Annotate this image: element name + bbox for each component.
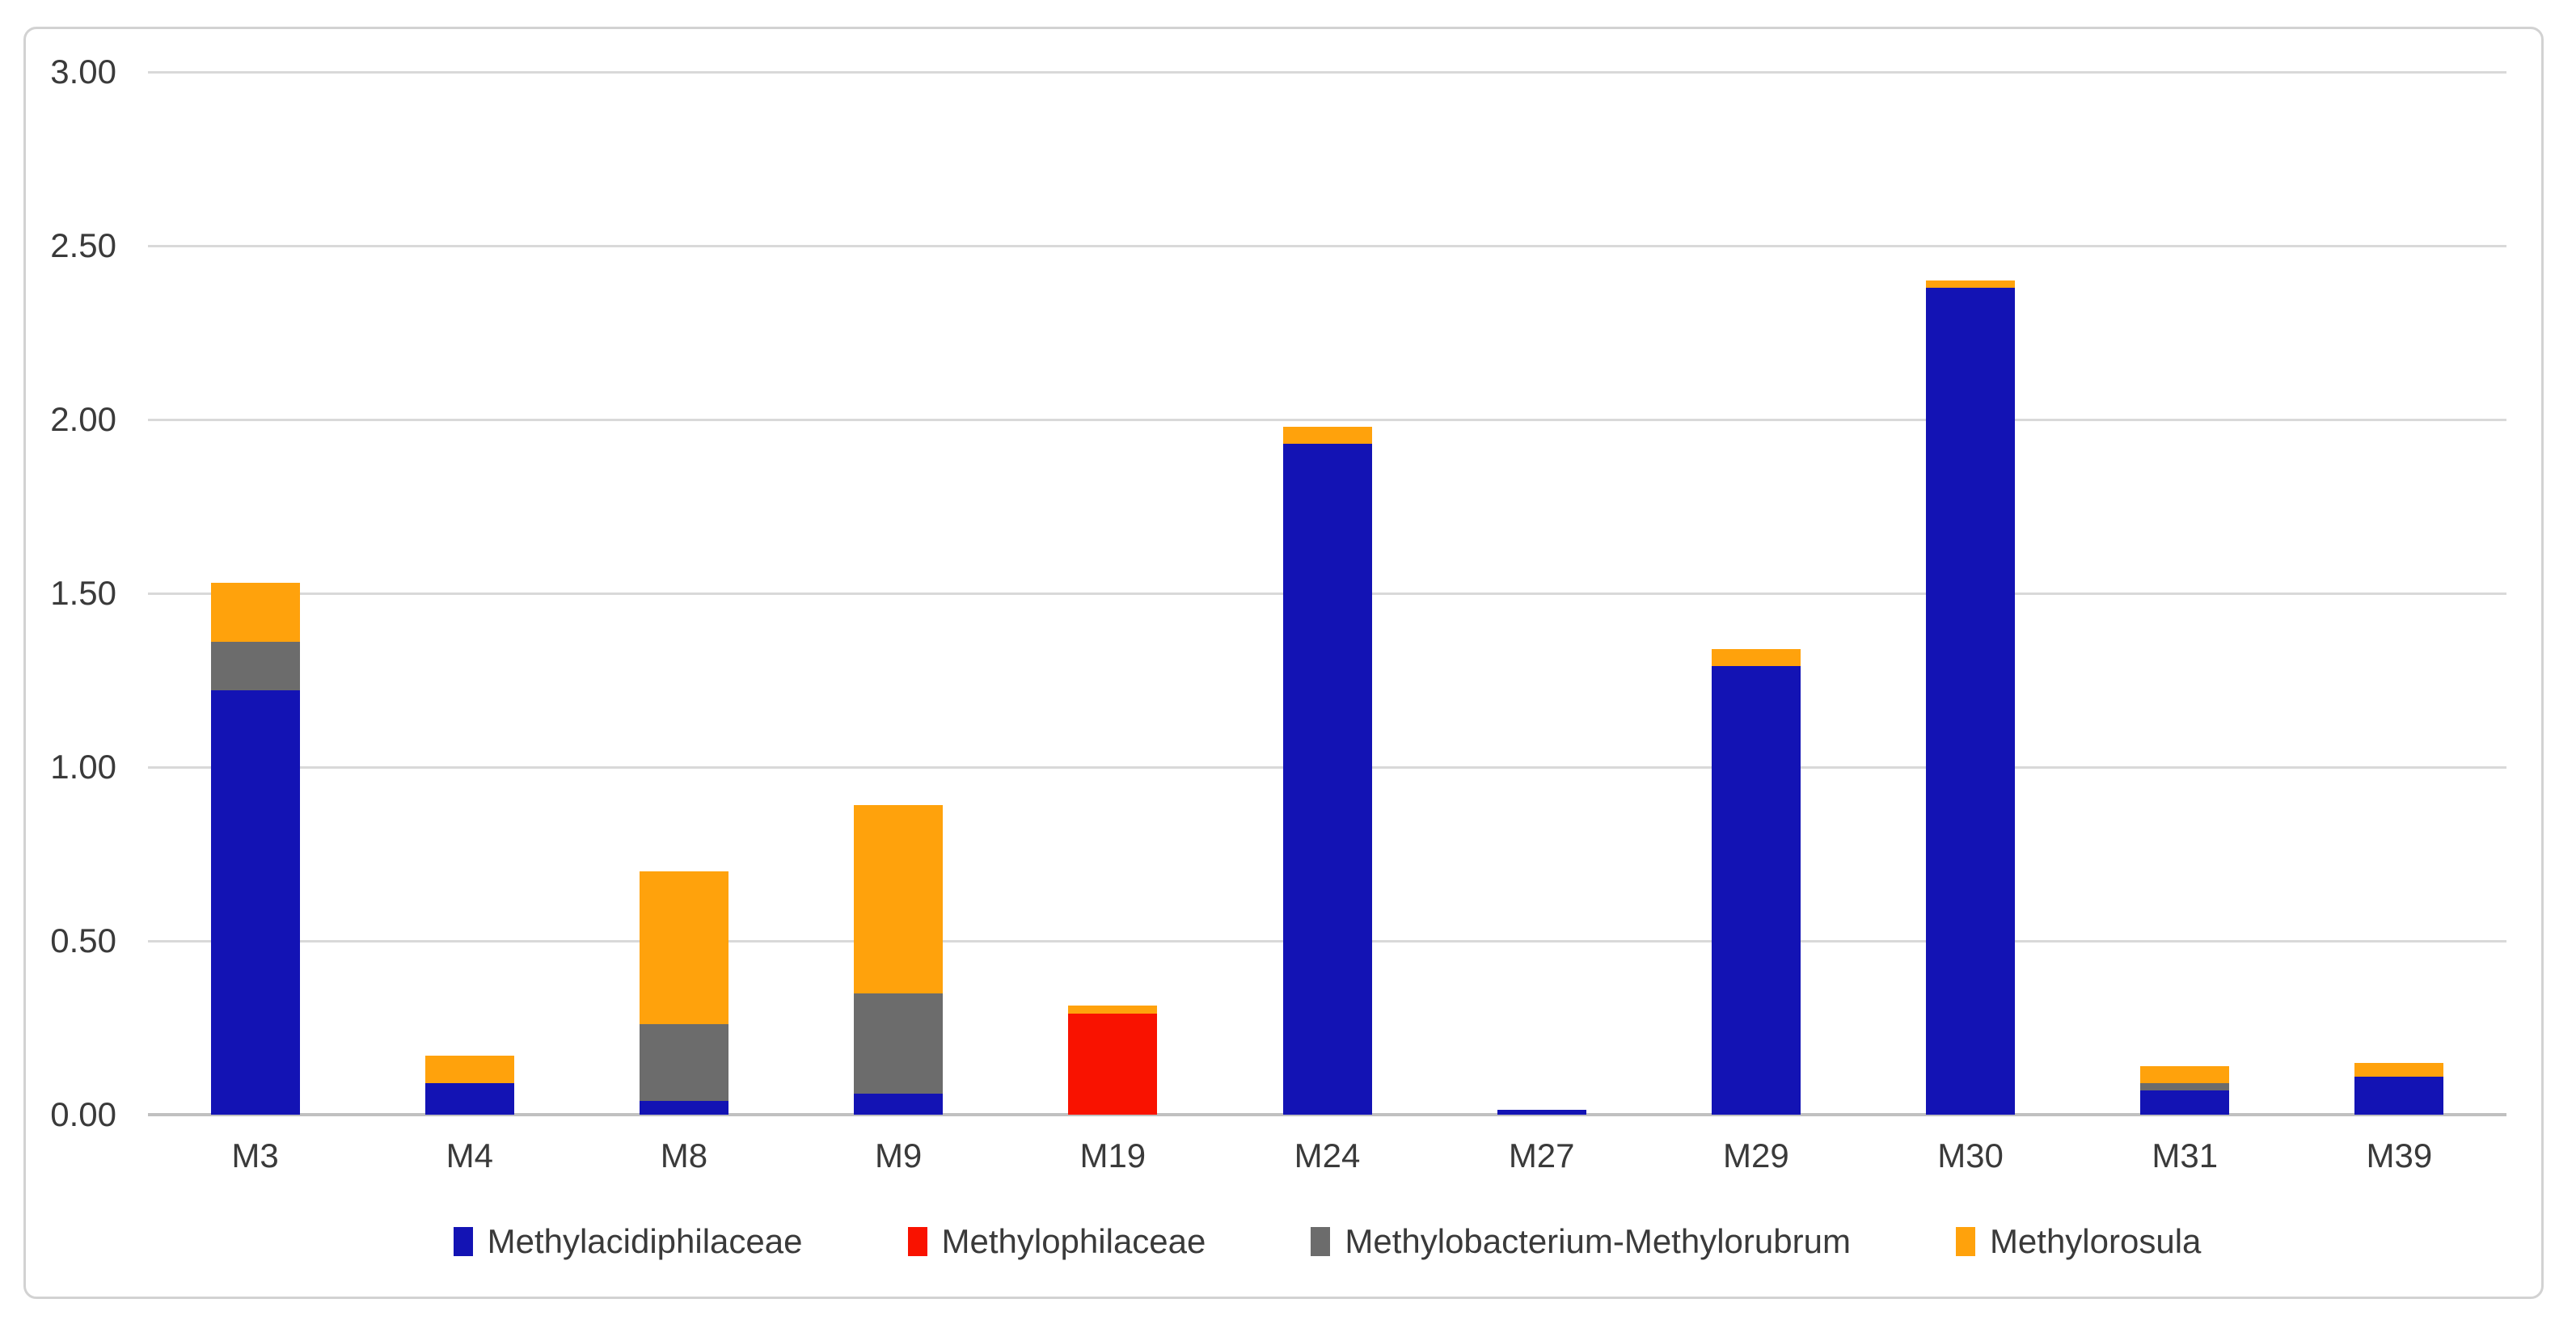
bar-segment-M29-Methylacidiphilaceae — [1711, 666, 1801, 1115]
gridline-3.00 — [148, 71, 2506, 74]
bar-M27 — [1497, 1109, 1586, 1115]
bar-segment-M39-Methylacidiphilaceae — [2354, 1076, 2444, 1115]
x-tick-label-M3: M3 — [231, 1136, 279, 1174]
bar-segment-M3-Methylacidiphilaceae — [210, 690, 300, 1115]
y-tick-label-0.00: 0.00 — [50, 1095, 116, 1133]
bar-segment-M9-Methylacidiphilaceae — [854, 1094, 944, 1115]
bar-segment-M30-Methylacidiphilaceae — [1926, 287, 2016, 1115]
legend-marker-icon — [1955, 1227, 1975, 1256]
y-tick-label-2.00: 2.00 — [50, 400, 116, 438]
bar-M24 — [1282, 426, 1372, 1115]
bar-segment-M3-Methylobacterium-Methylorubrum — [210, 642, 300, 691]
bar-segment-M27-Methylacidiphilaceae — [1497, 1109, 1586, 1115]
y-tick-label-0.50: 0.50 — [50, 921, 116, 959]
gridline-2.50 — [148, 245, 2506, 247]
bar-segment-M31-Methylobacterium-Methylorubrum — [2140, 1083, 2230, 1090]
legend-item-Methylacidiphilaceae: Methylacidiphilaceae — [453, 1222, 803, 1261]
bar-segment-M31-Methylorosula — [2140, 1065, 2230, 1084]
x-tick-label-M30: M30 — [1937, 1136, 2004, 1174]
y-tick-label-3.00: 3.00 — [50, 53, 116, 91]
bar-segment-M29-Methylorosula — [1711, 648, 1801, 667]
bar-M39 — [2354, 1062, 2444, 1115]
bar-segment-M24-Methylorosula — [1282, 426, 1372, 445]
legend-marker-icon — [453, 1227, 473, 1256]
x-tick-label-M29: M29 — [1723, 1136, 1789, 1174]
legend-label: Methylacidiphilaceae — [487, 1222, 803, 1260]
bar-segment-M9-Methylorosula — [854, 805, 944, 993]
y-tick-label-1.00: 1.00 — [50, 748, 116, 786]
legend: Methylacidiphilaceae Methylophilaceae Meth… — [148, 1222, 2506, 1261]
x-tick-label-M24: M24 — [1294, 1136, 1361, 1174]
legend-label: Methylophilaceae — [941, 1222, 1206, 1260]
legend-item-Methylobacterium-Methylorubrum: Methylobacterium-Methylorubrum — [1311, 1222, 1851, 1261]
bar-segment-M31-Methylacidiphilaceae — [2140, 1090, 2230, 1115]
bar-M9 — [854, 805, 944, 1115]
bar-M3 — [210, 583, 300, 1115]
x-tick-label-M19: M19 — [1079, 1136, 1147, 1174]
bar-M30 — [1926, 280, 2016, 1115]
bar-M29 — [1711, 648, 1801, 1115]
legend-label: Methylorosula — [1989, 1222, 2202, 1260]
bar-segment-M39-Methylorosula — [2354, 1062, 2444, 1077]
legend-item-Methylophilaceae: Methylophilaceae — [907, 1222, 1206, 1261]
gridline-2.00 — [148, 419, 2506, 421]
legend-marker-icon — [1311, 1227, 1331, 1256]
bar-segment-M9-Methylobacterium-Methylorubrum — [854, 993, 944, 1094]
x-tick-label-M9: M9 — [874, 1136, 923, 1174]
legend-item-Methylorosula: Methylorosula — [1955, 1222, 2202, 1261]
x-tick-label-M8: M8 — [660, 1136, 708, 1174]
bar-segment-M4-Methylacidiphilaceae — [424, 1083, 514, 1115]
x-tick-label-M27: M27 — [1508, 1136, 1575, 1174]
y-tick-label-2.50: 2.50 — [50, 226, 116, 264]
x-axis-line — [148, 1113, 2506, 1116]
bar-segment-M3-Methylorosula — [210, 583, 300, 643]
bar-segment-M8-Methylorosula — [639, 871, 728, 1025]
bar-M19 — [1068, 1005, 1158, 1115]
bar-segment-M19-Methylorosula — [1068, 1005, 1158, 1014]
legend-marker-icon — [907, 1227, 927, 1256]
bar-segment-M8-Methylobacterium-Methylorubrum — [639, 1024, 728, 1101]
bar-segment-M19-Methylophilaceae — [1068, 1014, 1158, 1115]
bar-segment-M4-Methylorosula — [424, 1055, 514, 1084]
bar-M31 — [2140, 1065, 2230, 1115]
bar-M8 — [639, 871, 728, 1115]
x-tick-label-M4: M4 — [446, 1136, 493, 1174]
legend-label: Methylobacterium-Methylorubrum — [1345, 1222, 1851, 1260]
y-tick-label-1.50: 1.50 — [50, 574, 116, 612]
bar-segment-M24-Methylacidiphilaceae — [1282, 444, 1372, 1115]
bar-segment-M30-Methylorosula — [1926, 280, 2016, 288]
bar-segment-M8-Methylacidiphilaceae — [639, 1100, 728, 1115]
x-tick-label-M39: M39 — [2366, 1136, 2433, 1174]
bar-M4 — [424, 1055, 514, 1115]
x-tick-label-M31: M31 — [2152, 1136, 2219, 1174]
